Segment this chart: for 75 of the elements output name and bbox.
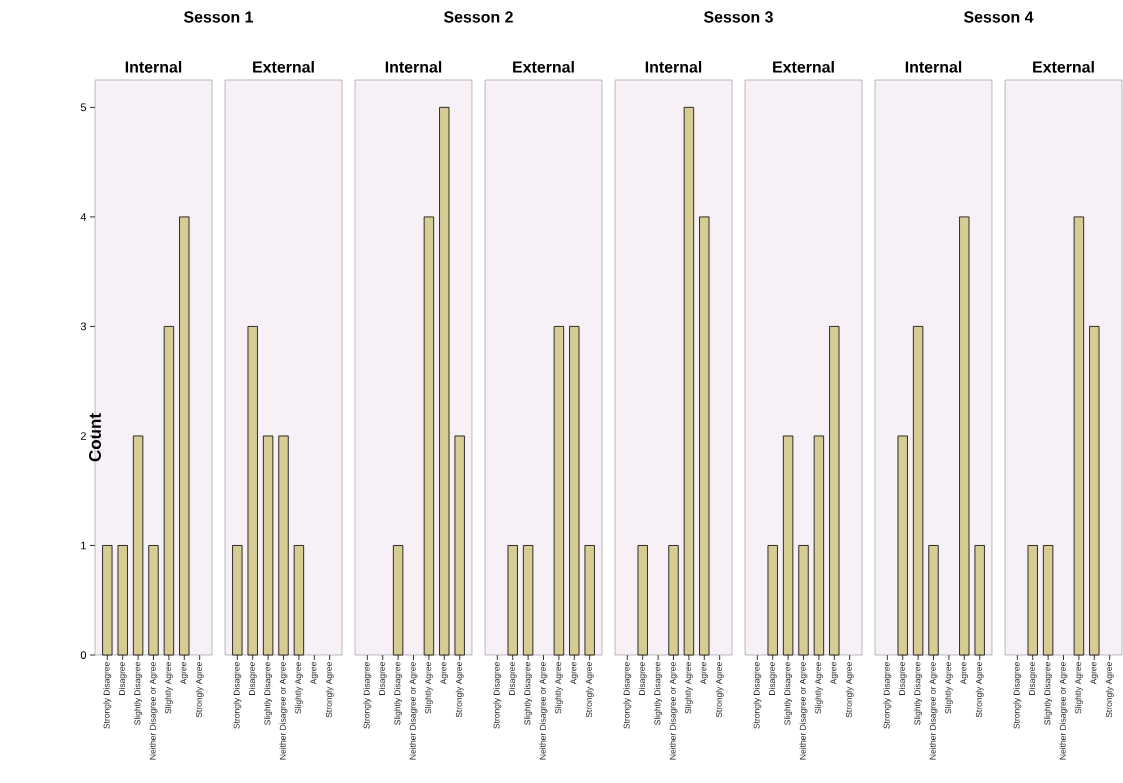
x-tick-label: Disagree: [248, 662, 257, 695]
x-tick-label: Slightly Disagree: [784, 662, 793, 725]
x-tick-label: Slightly Agree: [554, 662, 563, 714]
x-tick-label: Neither Disagree or Agree: [929, 662, 938, 760]
chart-title: Sesson 1: [183, 11, 254, 23]
x-tick-label: Neither Disagree or Agree: [1059, 662, 1068, 760]
x-tick-label: Slightly Agree: [944, 662, 953, 714]
chart-title: Sesson 2: [443, 11, 513, 23]
x-tick-label: Slightly Agree: [164, 662, 173, 714]
y-axis-title: Count: [89, 413, 101, 462]
x-tick-label: Slightly Agree: [684, 662, 693, 714]
x-tick-label: Strongly Disagree: [493, 662, 502, 729]
chart-subtitle: External: [773, 60, 834, 73]
x-tick-label: Disagree: [508, 662, 517, 695]
y-tick-label: 3: [80, 322, 86, 331]
x-tick-label: Strongly Disagree: [363, 662, 372, 729]
chart-subtitle: External: [513, 60, 574, 73]
x-tick-label: Strongly Agree: [975, 662, 984, 718]
chart-title: Sesson 4: [963, 11, 1034, 23]
x-tick-label: Neither Disagree or Agree: [279, 662, 288, 760]
x-tick-label: Strongly Agree: [845, 662, 854, 718]
chart-subtitle: External: [1033, 60, 1094, 73]
x-tick-label: Strongly Agree: [195, 662, 204, 718]
y-tick-label: 1: [81, 541, 86, 550]
x-tick-label: Agree: [830, 662, 839, 685]
x-tick-label: Slightly Agree: [1074, 662, 1083, 714]
x-tick-label: Neither Disagree or Agree: [799, 662, 808, 760]
x-tick-label: Slightly Agree: [294, 662, 303, 714]
x-tick-label: Strongly Agree: [585, 662, 594, 718]
chart-subtitle: Internal: [125, 60, 182, 73]
x-tick-label: Strongly Agree: [1105, 662, 1114, 718]
x-tick-label: Strongly Agree: [715, 662, 724, 718]
x-tick-label: Strongly Disagree: [623, 662, 632, 729]
x-tick-label: Neither Disagree or Agree: [539, 662, 548, 760]
x-tick-label: Strongly Disagree: [1013, 662, 1022, 729]
y-tick-label: 0: [80, 651, 87, 659]
x-tick-label: Disagree: [638, 662, 647, 695]
x-tick-label: Disagree: [118, 662, 127, 695]
x-tick-label: Neither Disagree or Agree: [669, 662, 678, 760]
x-tick-label: Slightly Agree: [424, 662, 433, 714]
y-tick-label: 2: [80, 432, 86, 440]
x-tick-label: Slightly Agree: [814, 662, 823, 714]
x-tick-label: Disagree: [768, 662, 777, 695]
x-tick-label: Slightly Disagree: [654, 662, 663, 725]
y-tick-label: 5: [80, 103, 87, 112]
x-tick-label: Agree: [440, 662, 449, 685]
chart-subtitle: Internal: [645, 60, 702, 73]
chart-subtitle: Internal: [385, 60, 442, 73]
x-tick-label: Strongly Disagree: [753, 662, 762, 729]
x-tick-label: Strongly Disagree: [233, 662, 242, 729]
x-tick-label: Slightly Disagree: [524, 662, 533, 725]
x-tick-label: Disagree: [378, 662, 387, 695]
x-tick-label: Slightly Disagree: [264, 662, 273, 725]
x-tick-label: Strongly Disagree: [103, 662, 112, 729]
x-tick-label: Agree: [1090, 662, 1099, 685]
chart-title: Sesson 3: [703, 11, 773, 23]
x-tick-label: Strongly Disagree: [883, 662, 892, 729]
y-tick-label: 4: [80, 213, 87, 221]
x-tick-label: Slightly Disagree: [1044, 662, 1053, 725]
x-tick-label: Slightly Disagree: [134, 662, 143, 725]
chart-subtitle: Internal: [905, 60, 962, 73]
x-tick-label: Strongly Agree: [455, 662, 464, 718]
x-tick-label: Agree: [180, 662, 189, 685]
x-tick-label: Slightly Disagree: [914, 662, 923, 725]
x-tick-label: Agree: [570, 662, 579, 685]
x-tick-label: Slightly Disagree: [394, 662, 403, 725]
x-tick-label: Neither Disagree or Agree: [149, 662, 158, 760]
x-tick-label: Agree: [310, 662, 319, 685]
x-tick-label: Agree: [700, 662, 709, 685]
x-tick-label: Neither Disagree or Agree: [409, 662, 418, 760]
x-tick-label: Agree: [960, 662, 969, 685]
x-tick-label: Disagree: [898, 662, 907, 695]
x-tick-label: Strongly Agree: [325, 662, 334, 718]
x-tick-label: Disagree: [1028, 662, 1037, 695]
chart-subtitle: External: [253, 60, 314, 73]
